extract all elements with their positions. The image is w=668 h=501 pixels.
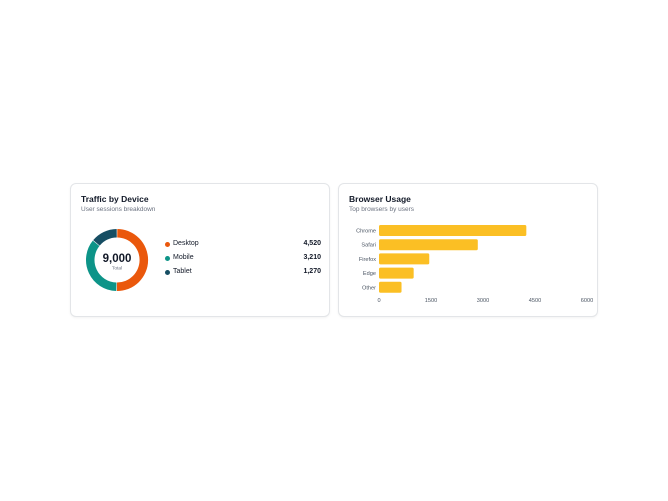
bar-label-edge: Edge <box>363 271 376 277</box>
legend-value-mobile: 3,210 <box>303 254 321 261</box>
legend-label-mobile: Mobile <box>173 254 194 261</box>
bar-label-firefox: Firefox <box>359 257 376 263</box>
legend-item-tablet: Tablet 1,270 <box>165 268 321 282</box>
legend-dot-mobile <box>165 256 170 261</box>
bar-label-other: Other <box>362 285 376 291</box>
x-tick-label-0: 0 <box>377 298 380 304</box>
donut-total-label: Total <box>112 266 122 272</box>
bar-label-chrome: Chrome <box>356 229 376 235</box>
donut-total-value: 9,000 <box>103 253 132 265</box>
donut-slice-mobile <box>85 240 117 291</box>
device-card-title: Traffic by Device <box>81 194 149 204</box>
bar-chrome <box>379 225 527 236</box>
device-legend: Desktop 4,520 Mobile 3,210 Tablet 1,270 <box>165 240 321 282</box>
legend-value-tablet: 1,270 <box>303 268 321 275</box>
legend-dot-tablet <box>165 270 170 275</box>
legend-item-mobile: Mobile 3,210 <box>165 254 321 268</box>
x-tick-label-3000: 3000 <box>477 298 489 304</box>
donut-slice-desktop <box>116 229 149 292</box>
legend-dot-desktop <box>165 242 170 247</box>
bar-firefox <box>379 253 430 265</box>
bar-other <box>379 281 402 293</box>
bar-label-safari: Safari <box>361 243 376 249</box>
bar-edge <box>379 267 414 279</box>
browser-bar-chart: Chrome Safari Firefox Edge Other 0 1500 3000 450… <box>356 225 593 304</box>
browser-card-subtitle: Top browsers by users <box>349 206 415 213</box>
x-tick-label-1500: 1500 <box>425 298 437 304</box>
legend-value-desktop: 4,520 <box>303 240 321 247</box>
legend-label-tablet: Tablet <box>173 268 192 275</box>
x-tick-label-4500: 4500 <box>529 298 541 304</box>
browser-usage-card: Browser Usage Top browsers by users Chro… <box>338 183 598 317</box>
device-card-subtitle: User sessions breakdown <box>81 206 156 213</box>
browser-card-title: Browser Usage <box>349 194 411 204</box>
device-donut-chart: 9,000 Total <box>85 229 149 292</box>
traffic-by-device-card: Traffic by Device User sessions breakdow… <box>70 183 330 317</box>
bar-safari <box>379 239 478 251</box>
legend-item-desktop: Desktop 4,520 <box>165 240 321 254</box>
x-tick-label-6000: 6000 <box>581 298 593 304</box>
legend-label-desktop: Desktop <box>173 240 199 247</box>
donut-slice-tablet <box>93 229 117 246</box>
